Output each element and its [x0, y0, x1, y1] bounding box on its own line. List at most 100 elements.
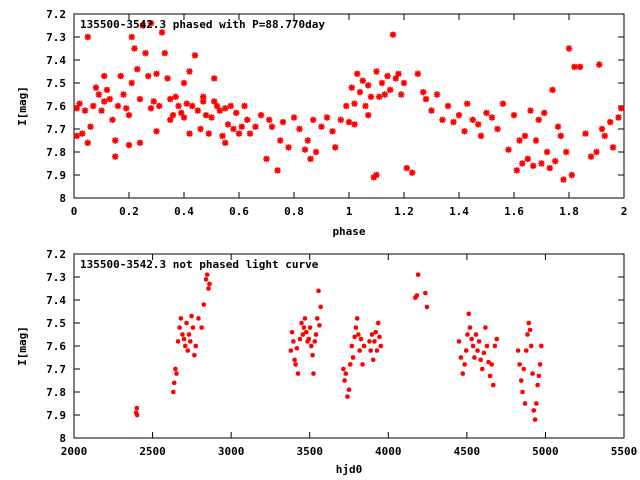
unphased-data-point — [537, 362, 543, 367]
phased-data-point — [175, 102, 182, 110]
unphased-data-point — [458, 355, 464, 360]
unphased-data-point — [535, 382, 540, 388]
phased-data-point — [428, 107, 435, 114]
phased-data-point — [238, 123, 245, 130]
phased-data-point — [409, 169, 416, 176]
unphased-data-point — [348, 362, 353, 367]
phased-data-point — [90, 102, 97, 110]
phased-data-point — [387, 86, 394, 94]
phased-data-point — [392, 75, 399, 82]
phased-light-curve-panel: 0 0.2 0.4 0.6 0.8 1 1.2 1.4 1.6 1.8 2 7.2 7.3 7.4 7.5 7… — [16, 8, 627, 238]
phased-data-point — [123, 105, 130, 112]
unphased-data-point — [484, 343, 490, 349]
unphased-data-point — [193, 343, 199, 349]
phased-data-point — [147, 20, 155, 27]
unphased-data-point — [475, 348, 480, 353]
unphased-data-point — [291, 339, 296, 344]
unphased-data-point — [192, 352, 197, 358]
phased-data-point — [257, 112, 265, 119]
unphased-data-point — [292, 357, 297, 363]
phased-data-point — [103, 86, 111, 94]
phased-data-point — [150, 98, 157, 105]
phased-data-point — [348, 84, 355, 91]
phased-data-point — [615, 114, 622, 121]
unphased-data-point — [373, 329, 378, 335]
phased-data-point — [213, 102, 221, 110]
phased-data-point — [142, 49, 149, 57]
unphased-data-point — [201, 302, 207, 307]
phased-data-point — [101, 72, 108, 80]
unphased-data-point — [520, 389, 525, 395]
phased-data-point — [246, 130, 254, 137]
phased-data-point — [92, 84, 100, 91]
unphased-data-point — [415, 272, 421, 277]
unphased-data-point — [360, 362, 365, 367]
phased-data-point — [560, 176, 567, 183]
unphased-data-point — [207, 281, 212, 287]
phased-data-point — [222, 139, 229, 146]
unphased-data-point — [309, 343, 314, 349]
phased-chart-title: 135500-3542.3 phased with P=88.770day — [80, 18, 325, 31]
phased-data-point — [117, 72, 124, 80]
phased-data-point — [222, 105, 229, 112]
phased-data-point — [244, 116, 251, 123]
phased-data-point — [505, 146, 512, 153]
phased-data-point — [329, 128, 336, 135]
unphased-data-point — [313, 332, 319, 337]
unphased-data-point — [203, 277, 209, 282]
unphased-data-point — [481, 350, 487, 356]
phased-data-point — [125, 141, 133, 149]
phased-x-tick-label: 2 — [621, 205, 628, 218]
phased-data-point — [139, 22, 146, 29]
phased-data-point — [439, 116, 446, 123]
phased-data-point — [565, 45, 573, 52]
phased-data-point — [365, 112, 372, 119]
phased-data-point — [79, 130, 86, 137]
unphased-data-point — [374, 348, 380, 353]
unphased-data-point — [199, 325, 204, 330]
phased-data-point — [219, 132, 226, 140]
unphased-data-point — [173, 366, 178, 372]
phased-data-point — [180, 114, 188, 121]
unphased-data-point — [456, 339, 462, 344]
phased-data-point — [169, 112, 177, 119]
unphased-data-point — [172, 380, 177, 386]
phased-data-point — [136, 139, 144, 146]
phased-data-point — [601, 132, 608, 140]
unphased-data-point — [494, 336, 499, 342]
phased-data-point — [568, 171, 575, 179]
phased-data-point — [189, 102, 196, 110]
phased-data-point — [521, 132, 529, 140]
unphased-data-point — [524, 348, 529, 353]
phased-data-point — [134, 66, 141, 73]
unphased-data-point — [476, 339, 482, 344]
phased-data-point — [263, 155, 270, 163]
phased-x-tick-label: 0.2 — [119, 205, 139, 218]
phased-data-point — [296, 125, 303, 133]
phased-data-point — [87, 123, 94, 130]
phased-data-point — [433, 91, 441, 98]
phased-data-point — [351, 100, 358, 107]
phased-x-tick-label: 1.2 — [394, 205, 414, 218]
unphased-data-point — [527, 327, 533, 333]
unphased-data-point — [186, 332, 192, 337]
unphased-data-point — [539, 343, 544, 349]
phased-data-point — [145, 72, 152, 80]
unphased-data-point — [377, 334, 382, 340]
phased-data-point — [112, 137, 119, 144]
phased-data-point — [211, 75, 218, 82]
unphased-data-point — [529, 343, 534, 349]
unphased-data-point — [301, 325, 307, 330]
phased-data-point — [167, 95, 174, 103]
unphased-data-point — [294, 346, 300, 351]
phased-data-point — [307, 155, 314, 163]
unphased-data-point — [526, 320, 531, 326]
phased-data-point — [106, 95, 113, 103]
unphased-y-tick-label: 7.6 — [46, 340, 66, 353]
phased-data-point — [618, 105, 625, 112]
unphased-data-point — [534, 401, 539, 406]
phased-y-tick-label: 7.2 — [46, 8, 66, 21]
unphased-data-point — [465, 332, 470, 337]
phased-data-point — [607, 118, 614, 126]
